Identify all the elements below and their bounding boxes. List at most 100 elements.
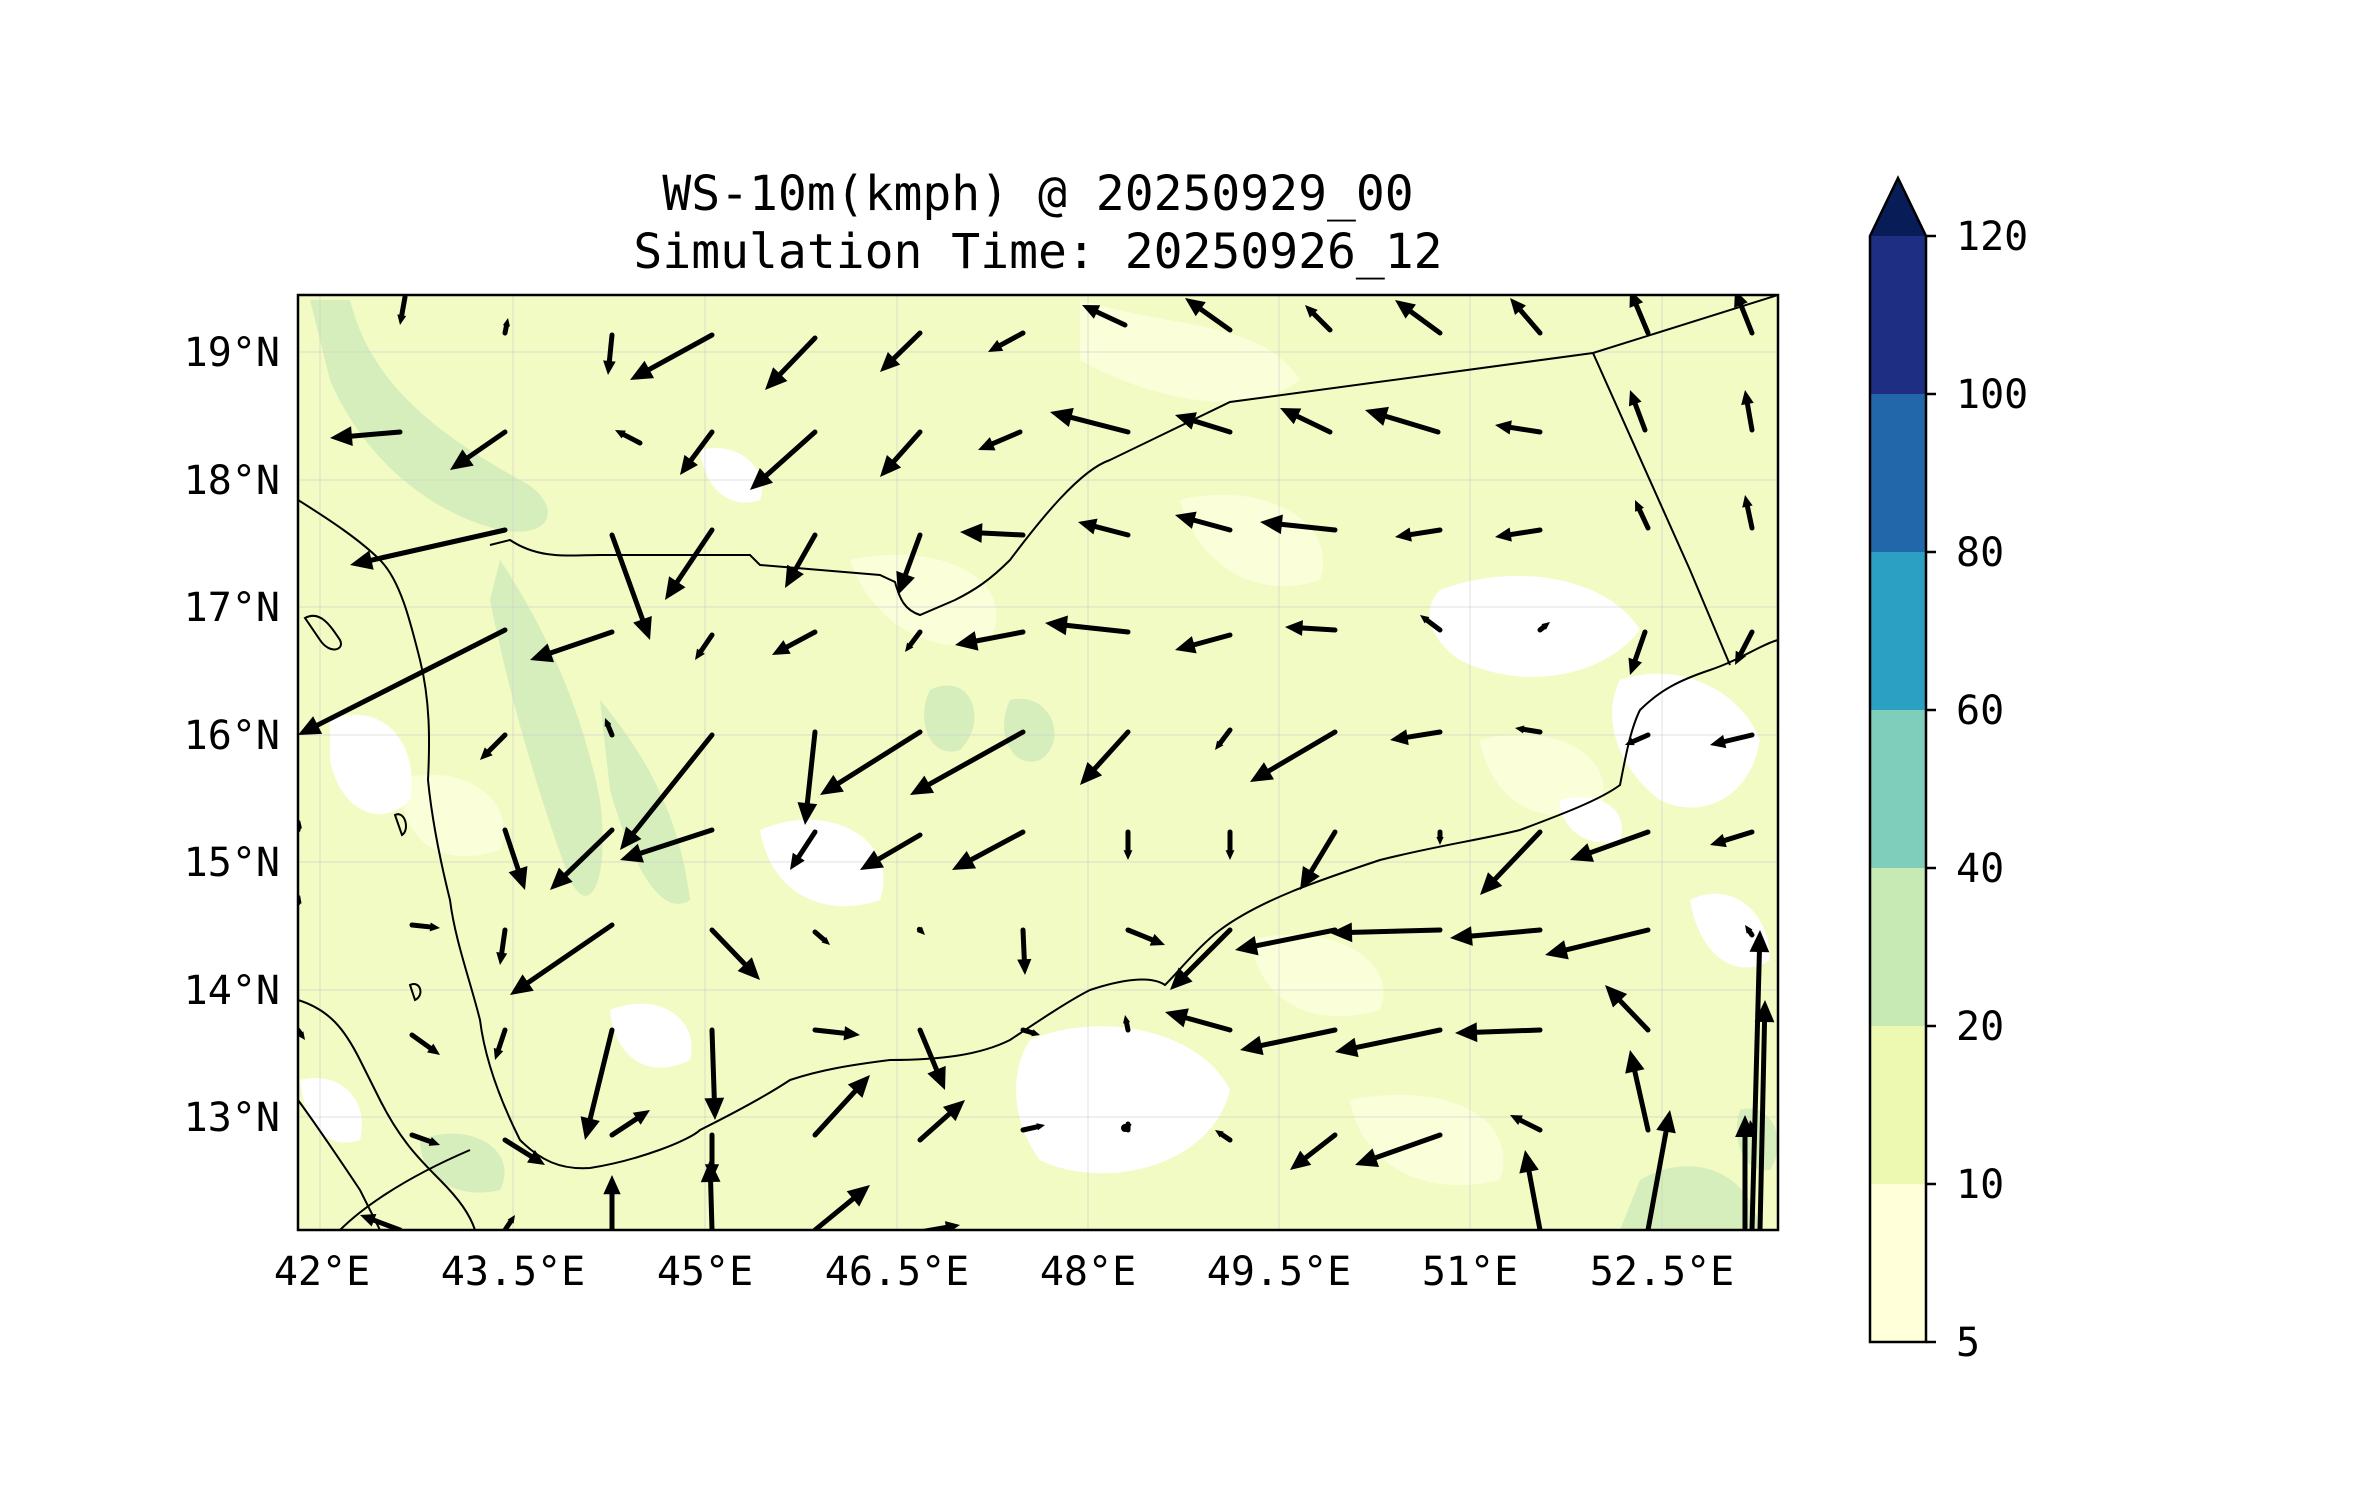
wind-vector — [1710, 829, 1755, 848]
wind-vector — [1510, 298, 1543, 336]
wind-vector — [1395, 300, 1443, 336]
oman-yemen-border — [1592, 352, 1731, 666]
colorbar-label-120: 120 — [1956, 214, 2028, 260]
wind-vector — [1749, 930, 1770, 1230]
wind-vector — [772, 629, 818, 655]
wind-vector — [360, 1213, 403, 1230]
wind-vector — [1734, 295, 1755, 336]
colorbar-label-5: 5 — [1956, 1320, 1980, 1366]
wind-vector — [1495, 527, 1543, 542]
wind-vector — [502, 1215, 515, 1230]
wind-vector — [603, 1175, 621, 1230]
wind-vector — [1125, 927, 1165, 946]
wind-vector — [1510, 1115, 1543, 1133]
wind-vector — [917, 1027, 946, 1090]
wind-vector — [1300, 829, 1338, 890]
wind-vector — [493, 1027, 508, 1060]
wind-vector — [1625, 1050, 1651, 1133]
wind-vector — [1170, 927, 1233, 990]
african-coast — [298, 999, 476, 1230]
wind-vector — [700, 1160, 721, 1230]
wind-vector — [1280, 408, 1333, 435]
wind-vector — [860, 832, 923, 870]
red-sea-coast-saudi — [298, 499, 431, 781]
wind-vector — [502, 318, 510, 336]
wind-vector — [917, 1100, 965, 1143]
calm-wind-patches — [300, 448, 1770, 1174]
wind-vector — [409, 1032, 440, 1055]
wind-vector — [609, 532, 652, 640]
wind-vector — [530, 629, 615, 663]
colorbar: 5 10 20 40 60 80 100 120 — [1868, 175, 2028, 1366]
wind-vector — [1395, 527, 1443, 542]
wind-vector — [620, 732, 715, 850]
wind-vector — [812, 1185, 870, 1230]
colorbar-extend-arrow — [1870, 178, 1926, 236]
wind-vector — [820, 729, 923, 795]
colorbar-segment-10-20 — [1870, 1026, 1926, 1184]
wind-vector — [955, 629, 1026, 651]
wind-vector — [502, 1137, 545, 1165]
wind-vector — [1335, 1027, 1443, 1058]
wind-vector — [1017, 927, 1032, 975]
wind-vector — [1240, 1027, 1338, 1056]
wind-vector — [1123, 829, 1133, 860]
wind-vector — [1355, 1132, 1443, 1168]
wind-vector — [910, 729, 1026, 795]
wind-vector — [1420, 615, 1443, 633]
wind-vector — [880, 330, 923, 372]
wind-vector — [1215, 727, 1233, 750]
wind-vector — [630, 332, 715, 380]
light-speed-patches — [400, 300, 1604, 1186]
wind-vector — [1629, 295, 1651, 336]
lat-label-15: 15°N — [184, 840, 280, 886]
wind-vector — [1050, 407, 1131, 435]
wind-vector — [1235, 927, 1338, 956]
wind-vector — [620, 827, 715, 863]
wind-vector — [1628, 390, 1648, 433]
wind-vector — [1480, 829, 1543, 895]
wind-vector — [615, 430, 643, 446]
wind-vector — [580, 1027, 615, 1140]
lon-label-43-5: 43.5°E — [441, 1249, 586, 1295]
lat-label-19: 19°N — [184, 330, 280, 376]
colorbar-label-100: 100 — [1956, 372, 2028, 418]
wind-vector — [1545, 927, 1651, 960]
colorbar-label-60: 60 — [1956, 688, 2004, 734]
wind-vector — [750, 429, 818, 490]
wind-vector — [1735, 1115, 1755, 1230]
wind-vector — [1290, 1132, 1338, 1170]
colorbar-segment-100-120 — [1870, 236, 1926, 394]
colorbar-segment-5-10 — [1870, 1184, 1926, 1342]
wind-vector — [1078, 518, 1131, 538]
colorbar-label-20: 20 — [1956, 1004, 2004, 1050]
wind-vector — [609, 1110, 650, 1138]
colorbar-label-10: 10 — [1956, 1162, 2004, 1208]
wind-vector — [604, 718, 615, 738]
wind-vector — [1450, 926, 1543, 946]
lat-label-13: 13°N — [184, 1095, 280, 1141]
saudi-yemen-border — [489, 295, 1778, 617]
lon-label-42: 42°E — [274, 1249, 370, 1295]
wind-vector — [450, 429, 508, 470]
wind-vector — [550, 827, 615, 890]
wind-vectors — [298, 295, 1775, 1230]
wind-vector — [1605, 985, 1651, 1033]
wind-vector — [1570, 829, 1651, 862]
lat-label-14: 14°N — [184, 968, 280, 1014]
wind-vector — [1330, 922, 1443, 943]
wind-vector — [695, 632, 715, 660]
lat-label-17: 17°N — [184, 585, 280, 631]
wind-vector — [1710, 732, 1755, 749]
wind-vector — [1285, 620, 1338, 636]
wind-vector — [916, 926, 925, 935]
wind-vector — [1495, 420, 1543, 435]
wind-vector — [790, 829, 818, 870]
lat-label-16: 16°N — [184, 713, 280, 759]
wind-vector — [409, 1132, 440, 1146]
map-title-line2: Simulation Time: 20250926_12 — [633, 224, 1442, 280]
lon-label-49-5: 49.5°E — [1207, 1249, 1352, 1295]
wind-vector — [1537, 622, 1550, 633]
wind-vector — [1185, 298, 1233, 333]
wind-vector — [1305, 305, 1333, 333]
